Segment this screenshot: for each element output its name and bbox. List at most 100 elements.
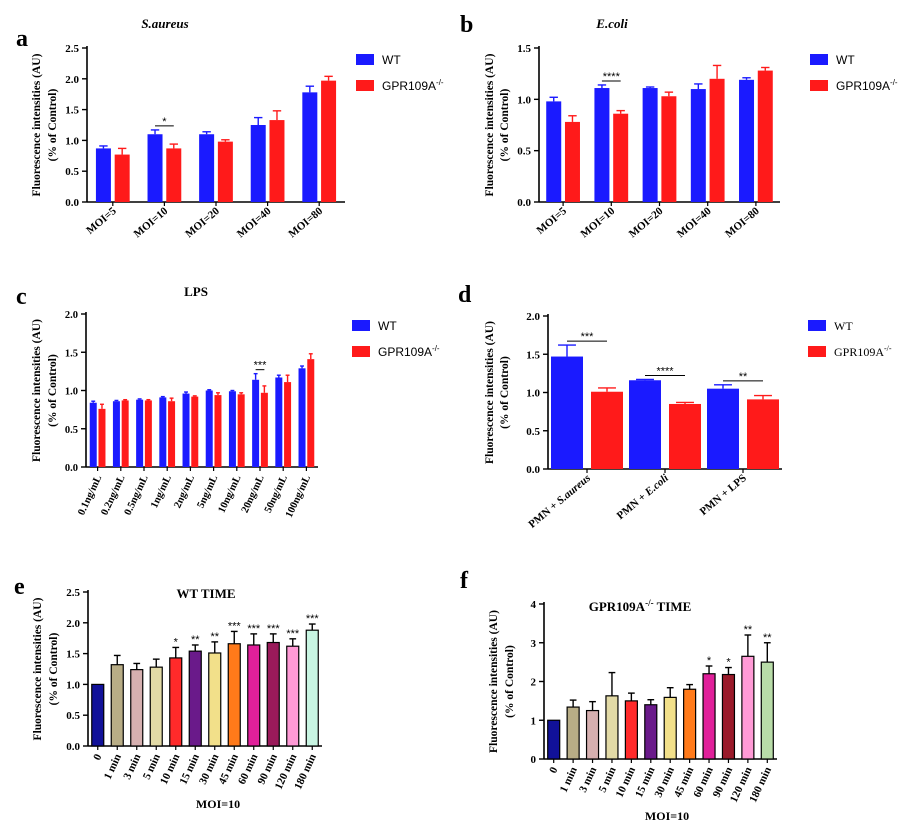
bar	[683, 688, 697, 760]
bar	[149, 666, 163, 747]
y-tick-label: 1.0	[65, 135, 79, 147]
significance-label: **	[191, 634, 200, 646]
bar-gpr109a	[166, 148, 182, 202]
y-tick-label: 1.5	[65, 105, 79, 117]
legend-label-superscript: -/-	[884, 344, 892, 353]
y-tick-label: 0.0	[66, 741, 80, 753]
y-tick-label: 3	[531, 638, 537, 650]
chart-b: E.coli Fluorescence intensities (AU) (% of…	[484, 16, 898, 240]
significance-label: ***	[306, 613, 320, 625]
x-tick-label-part: PMN + LPS	[698, 472, 749, 518]
significance-label: **	[210, 631, 219, 643]
legend-label: WT	[834, 319, 853, 333]
y-axis-label-unit: (% of Control)	[499, 356, 511, 429]
significance-label: **	[763, 632, 772, 644]
bar-gpr109a	[321, 80, 337, 202]
y-tick-label: 1.0	[65, 387, 78, 398]
y-tick-label: 1.5	[517, 43, 531, 55]
y-tick-label: 0.0	[526, 464, 540, 476]
bar	[169, 657, 183, 747]
bar-wt	[136, 399, 144, 467]
bar-gpr109a	[114, 154, 130, 202]
y-tick-label: 1.0	[526, 388, 540, 400]
legend-label-name: GPR109A	[836, 79, 890, 93]
legend-label-name: GPR109A	[378, 345, 432, 359]
legend-swatch	[808, 346, 826, 357]
y-tick-label: 0.5	[66, 710, 80, 722]
chart-title-main: GPR109A	[589, 599, 646, 614]
bar-gpr109a	[144, 400, 152, 467]
bar-gpr109a	[217, 141, 233, 202]
legend-swatch	[810, 80, 828, 91]
significance-label: ****	[656, 365, 674, 377]
x-tick-label-part: PMN +	[526, 498, 562, 531]
x-axis-label: MOI=10	[196, 797, 240, 811]
bar-wt	[642, 88, 658, 202]
significance-label: ****	[603, 71, 621, 83]
bar	[188, 650, 202, 747]
y-axis-label: Fluorescence intensities (AU)	[484, 53, 496, 196]
chart-title: E.coli	[595, 16, 628, 31]
significance-label: ***	[247, 623, 261, 635]
bar	[110, 664, 124, 747]
bar	[605, 695, 619, 760]
chart-c: LPS Fluorescence intensities (AU) (% of Co…	[31, 284, 440, 520]
y-tick-label: 2.0	[66, 618, 80, 630]
y-axis-label: Fluorescence intensities (AU)	[31, 53, 43, 196]
x-tick-label: 0	[91, 752, 104, 763]
chart-f: GPR109A-/- TIME Fluorescence intensities …	[488, 598, 777, 823]
chart-title: LPS	[184, 284, 208, 299]
legend-label-name: WT	[834, 319, 853, 333]
significance-label: ***	[581, 331, 595, 343]
bar-gpr109a	[747, 399, 779, 469]
bar-gpr109a	[237, 394, 245, 467]
y-tick-label: 0.0	[65, 463, 78, 474]
x-tick-label: 1ng/mL	[149, 474, 174, 510]
bar-gpr109a	[757, 70, 773, 202]
bar-wt	[228, 391, 236, 467]
bar-wt	[112, 401, 120, 467]
significance-label: **	[739, 371, 748, 383]
y-tick-label: 2.5	[65, 43, 79, 55]
x-tick-label: 0.5ng/mL	[123, 474, 151, 518]
x-tick-label: 5ng/mL	[196, 474, 221, 510]
panel-letter-c: c	[16, 284, 27, 310]
bar	[663, 696, 677, 760]
chart-title-main: S.aureus	[141, 16, 188, 31]
y-tick-label: 1.0	[517, 94, 531, 106]
legend-swatch	[810, 54, 828, 65]
x-tick-label-italic: S.aureus	[555, 472, 593, 507]
x-tick-label: MOI=10	[132, 205, 171, 241]
x-tick-label: MOI=80	[723, 205, 762, 241]
legend-label-superscript: -/-	[432, 344, 440, 353]
bar-gpr109a	[709, 78, 725, 202]
bar-gpr109a	[260, 392, 268, 467]
x-tick-label: PMN + LPS	[698, 472, 749, 518]
bar	[721, 673, 736, 760]
x-tick-label-italic: E.coli	[642, 472, 672, 500]
bar-wt	[302, 92, 318, 202]
significance-label: *	[162, 116, 167, 128]
y-tick-label: 1.5	[66, 649, 80, 661]
bar-wt	[594, 88, 610, 202]
bar-wt	[250, 125, 266, 202]
x-tick-label: MOI=5	[84, 205, 119, 237]
y-axis-label: Fluorescence intensities (AU)	[488, 610, 500, 753]
x-axis-label: MOI=10	[645, 809, 689, 823]
legend-label-name: WT	[378, 319, 397, 333]
chart-d: Fluorescence intensities (AU) (% of Contr…	[484, 311, 892, 531]
legend-label: GPR109A-/-	[834, 344, 892, 359]
bar-wt	[546, 101, 562, 202]
y-axis-label-unit: (% of Control)	[48, 633, 60, 706]
chart-a: S.aureus Fluorescence intensities (AU) (% …	[31, 16, 444, 240]
legend-label: WT	[836, 53, 855, 67]
bar	[266, 641, 280, 747]
chart-title-superscript: -/-	[645, 598, 654, 608]
y-tick-label: 1.0	[66, 679, 80, 691]
y-tick-label: 0.5	[517, 146, 531, 158]
bar-wt	[89, 402, 97, 467]
x-tick-label: PMN + S.aureus	[526, 472, 593, 531]
y-tick-label: 2.0	[65, 310, 78, 321]
bar-wt	[739, 79, 755, 202]
bar-gpr109a	[98, 408, 106, 467]
